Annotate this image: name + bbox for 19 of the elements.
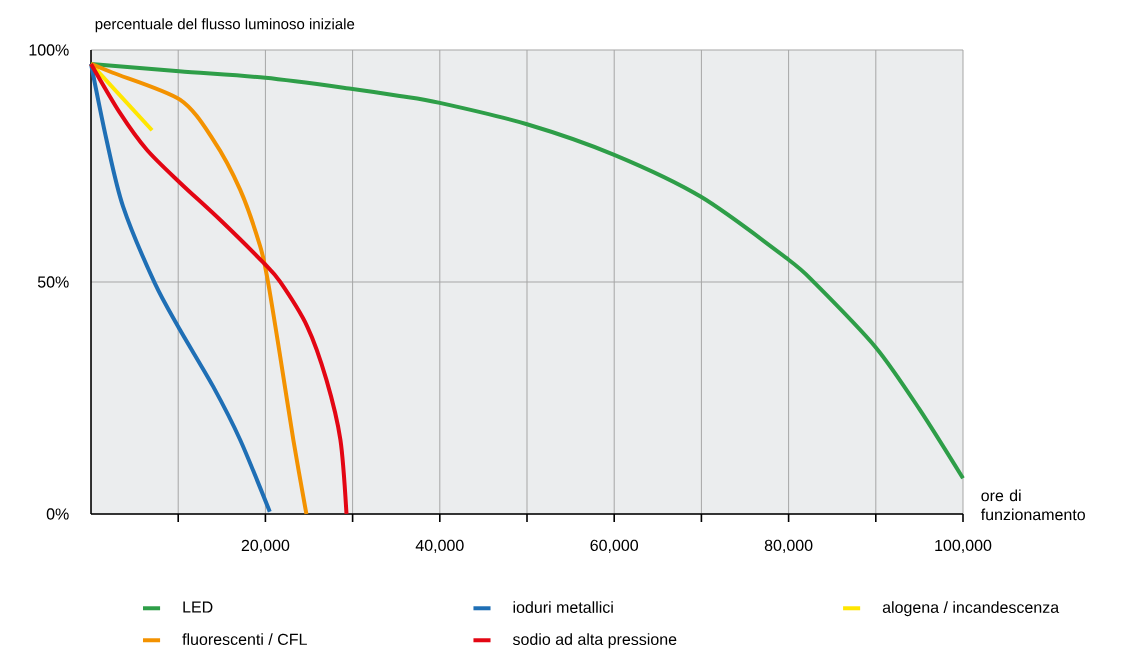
legend-label: ioduri metallici xyxy=(513,601,613,614)
y-tick-label: 100% xyxy=(29,44,69,56)
legend-label: fluorescenti / CFL xyxy=(182,633,307,646)
x-tick-label: 100,000 xyxy=(935,539,992,553)
x-tick-label: 80,000 xyxy=(764,539,813,553)
y-tick-label: 0% xyxy=(46,508,69,520)
x-tick-label: 20,000 xyxy=(241,539,290,553)
line-series xyxy=(89,61,349,516)
legend-label: alogena / incandescenza xyxy=(882,601,1060,617)
x-tick-label: 60,000 xyxy=(590,539,639,553)
y-tick-label: 50% xyxy=(37,276,69,288)
x-axis-title: ore di funzionamento xyxy=(980,489,1085,521)
legend-label: LED xyxy=(183,601,213,613)
y-axis-title: percentuale del flusso luminoso iniziale xyxy=(95,18,355,33)
line-series xyxy=(89,61,272,514)
x-tick-label: 40,000 xyxy=(415,539,464,553)
line-series xyxy=(89,61,309,516)
legend-label: sodio ad alta pressione xyxy=(512,633,677,649)
line-series xyxy=(89,61,965,481)
